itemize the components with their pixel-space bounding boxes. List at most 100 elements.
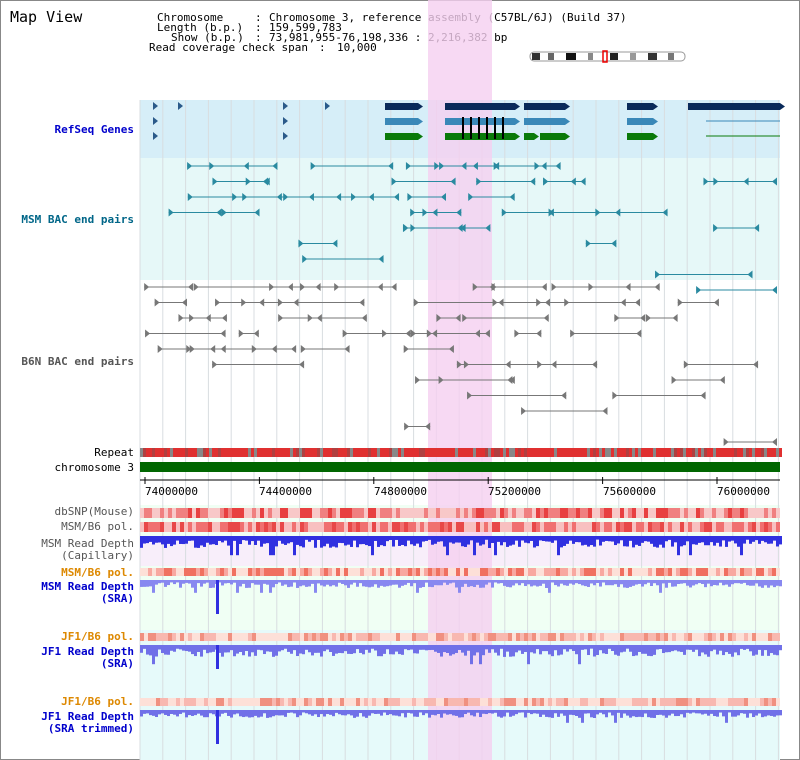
msm-pol-strip: [208, 522, 212, 532]
msm-capillary-depth-bar: [404, 536, 407, 547]
msm-sra-depth-bar: [242, 580, 245, 584]
msm-sra-depth-bar: [266, 580, 269, 585]
msm-capillary-depth-bar: [719, 536, 722, 547]
jf1-pol-strip: [628, 633, 632, 641]
track-label-jf1-depth-sra[interactable]: JF1 Read Depth (SRA): [41, 645, 134, 670]
jf1-pol-strip: [760, 633, 764, 641]
repeat-segment: [176, 448, 179, 457]
msm-capillary-depth-bar: [251, 536, 254, 542]
msm-sra-depth-bar: [542, 580, 545, 584]
msm-sra-depth-bar: [233, 580, 236, 583]
msm-pol-strip-2: [628, 568, 632, 576]
msm-capillary-depth-bar: [554, 536, 557, 541]
jf1-pol-strip-2: [648, 698, 652, 706]
msm-capillary-depth-bar: [749, 536, 752, 544]
track-label-msm-bac[interactable]: MSM BAC end pairs: [21, 213, 134, 226]
jf1-pol-strip-2: [440, 698, 444, 706]
jf1-pol-strip: [636, 633, 640, 641]
track-label-msm-depth-sra[interactable]: MSM Read Depth (SRA): [41, 580, 134, 605]
track-label-refseq[interactable]: RefSeq Genes: [54, 123, 134, 136]
msm-pol-strip: [744, 522, 748, 532]
track-label-b6n-bac[interactable]: B6N BAC end pairs: [21, 355, 134, 368]
dbsnp-strip: [652, 508, 656, 518]
msm-sra-depth-bar: [371, 580, 374, 587]
gene-marker: [283, 132, 288, 140]
track-label-jf1-pol-2[interactable]: JF1/B6 pol.: [61, 695, 134, 708]
repeat-segment: [293, 448, 296, 457]
msm-pol-strip-2: [444, 568, 448, 576]
jf1-pol-strip: [232, 633, 236, 641]
msm-bac-end: [713, 224, 719, 232]
msm-pol-strip-2: [512, 568, 516, 576]
jf1-pol-strip-2: [140, 698, 144, 706]
track-label-jf1-depth-trimmed[interactable]: JF1 Read Depth (SRA trimmed): [41, 710, 134, 735]
jf1-trim-depth-bar: [518, 710, 521, 713]
msm-pol-strip: [184, 522, 188, 532]
repeat-segment: [398, 448, 401, 457]
repeat-segment: [275, 448, 278, 457]
jf1-pol-strip-2: [308, 698, 312, 706]
msm-pol-strip-2: [260, 568, 264, 576]
dbsnp-strip: [196, 508, 200, 518]
dbsnp-strip: [392, 508, 396, 518]
msm-pol-strip-2: [440, 568, 444, 576]
msm-capillary-depth-bar: [560, 536, 563, 548]
track-label-msm-b6-pol-1[interactable]: MSM/B6 pol.: [61, 520, 134, 533]
jf1-trim-depth-bar: [452, 710, 455, 716]
msm-sra-depth-bar: [674, 580, 677, 587]
jf1-trim-depth-bar: [728, 710, 731, 713]
jf1-sra-depth-bar: [329, 645, 332, 653]
jf1-pol-strip: [472, 633, 476, 641]
jf1-trim-depth-bar: [575, 710, 578, 716]
msm-capillary-depth-bar: [497, 536, 500, 542]
jf1-sra-depth-bar: [299, 645, 302, 654]
msm-pol-strip: [244, 522, 248, 532]
jf1-pol-strip-2: [552, 698, 556, 706]
jf1-pol-strip-2: [676, 698, 680, 706]
track-label-chromosome[interactable]: chromosome 3: [54, 461, 134, 474]
jf1-pol-strip: [236, 633, 240, 641]
jf1-trim-depth-bar: [596, 710, 599, 715]
jf1-trim-depth-bar: [308, 710, 311, 715]
msm-sra-depth-bar: [779, 580, 782, 587]
jf1-pol-strip-2: [156, 698, 160, 706]
jf1-pol-strip: [212, 633, 216, 641]
repeat-segment: [521, 448, 524, 457]
jf1-pol-strip-2: [728, 698, 732, 706]
track-label-repeat[interactable]: Repeat: [94, 446, 134, 459]
b6n-bac-end: [640, 314, 646, 322]
track-label-jf1-pol-1[interactable]: JF1/B6 pol.: [61, 630, 134, 643]
dbsnp-strip: [636, 508, 640, 518]
msm-capillary-depth-bar: [671, 536, 674, 547]
track-label-msm-b6-pol-2[interactable]: MSM/B6 pol.: [61, 566, 134, 579]
msm-capillary-depth-bar: [488, 536, 491, 548]
track-label-msm-depth-capillary[interactable]: MSM Read Depth (Capillary): [41, 537, 134, 562]
jf1-sra-depth-bar: [395, 645, 398, 652]
msm-sra-depth-bar: [284, 580, 287, 585]
msm-pol-strip-2: [748, 568, 752, 576]
b6n-bac-end: [221, 314, 227, 322]
jf1-sra-depth-bar: [185, 645, 188, 652]
msm-pol-strip-2: [696, 568, 700, 576]
msm-pol-strip: [384, 522, 388, 532]
msm-sra-depth-bar: [458, 580, 461, 593]
b6n-bac-end: [220, 329, 226, 338]
repeat-segment: [296, 448, 299, 457]
jf1-sra-depth-bar: [419, 645, 422, 650]
jf1-trim-depth-bar: [254, 710, 257, 716]
jf1-sra-depth-bar: [341, 645, 344, 654]
jf1-trim-depth-bar: [578, 710, 581, 718]
track-label-dbsnp[interactable]: dbSNP(Mouse): [54, 505, 134, 518]
jf1-pol-strip: [688, 633, 692, 641]
msm-sra-depth-bar: [749, 580, 752, 586]
jf1-sra-depth-bar: [257, 645, 260, 650]
page-title: Map View: [10, 8, 83, 26]
jf1-pol-strip-2: [512, 698, 516, 706]
msm-pol-strip: [188, 522, 192, 532]
jf1-sra-depth-bar: [386, 645, 389, 650]
msm-sra-depth-bar: [419, 580, 422, 588]
dbsnp-strip: [328, 508, 332, 518]
repeat-segment: [503, 448, 506, 457]
dbsnp-strip: [304, 508, 308, 518]
